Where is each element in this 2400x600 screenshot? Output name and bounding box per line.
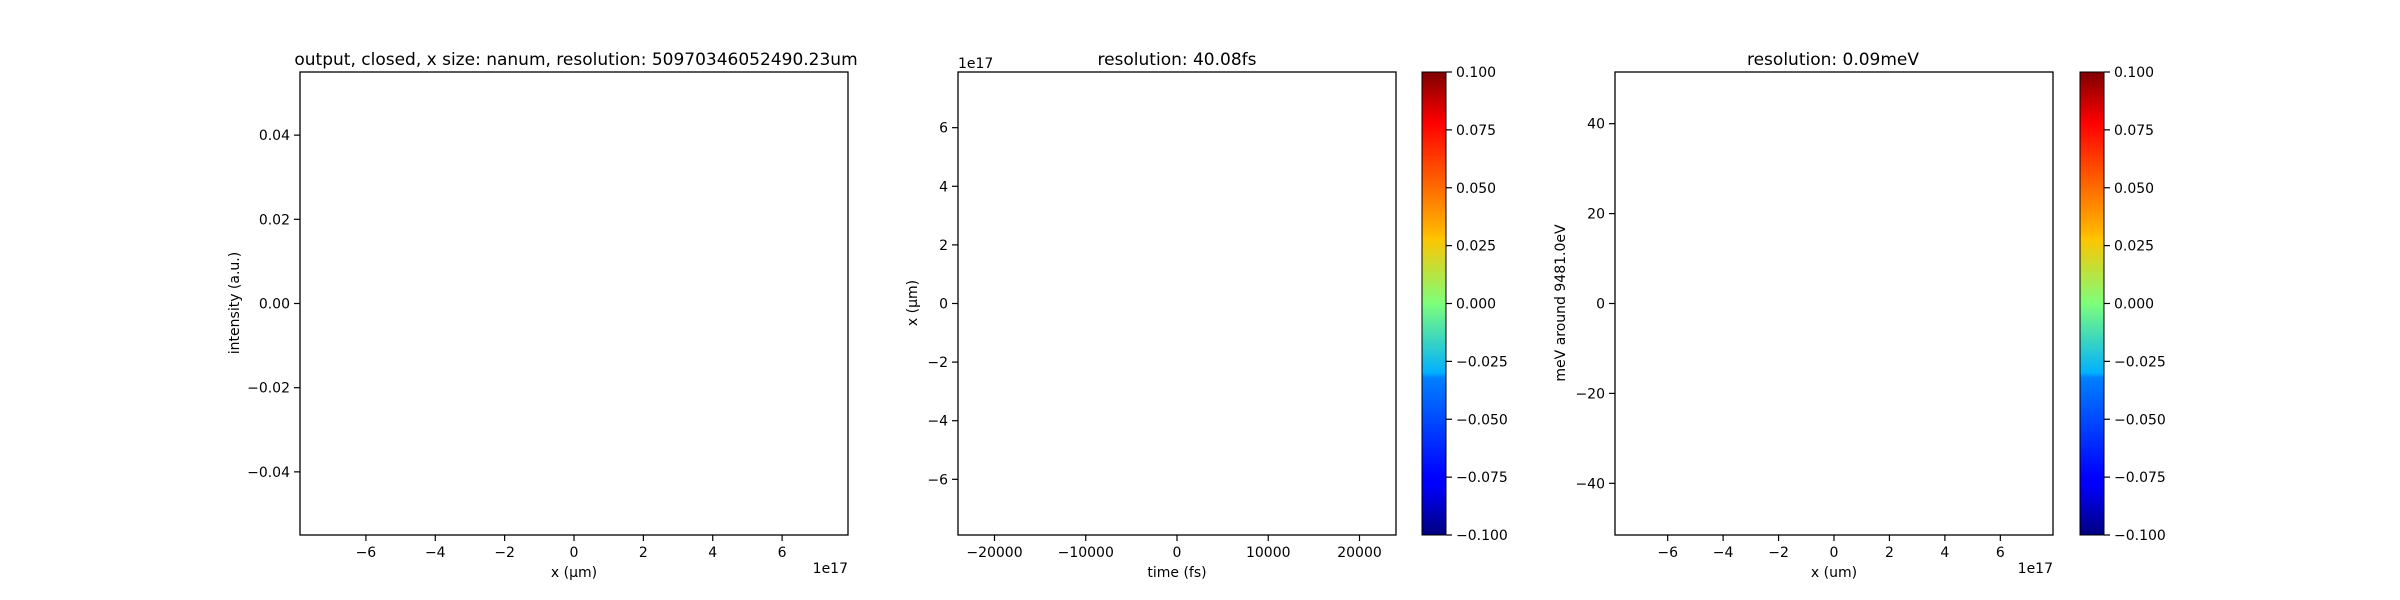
x-tick-label: 0: [570, 545, 579, 561]
x-tick-label: 10000: [1246, 545, 1291, 561]
y-tick-label: −0.02: [247, 381, 290, 397]
panel-2-y-axis-label: x (μm): [905, 280, 921, 326]
panel-1-y-ticks: −0.04 −0.02 0.00 0.02 0.04: [247, 128, 300, 481]
y-tick-label: 20: [1587, 207, 1605, 223]
x-tick-label: 0: [1173, 545, 1182, 561]
colorbar-tick-label: −0.050: [2114, 412, 2166, 428]
panel-3-colorbar: −0.100 −0.075 −0.050 −0.025 0.000 0.025 0.050 0…: [2079, 65, 2166, 544]
panel-3-colorbar-ticks: −0.100 −0.075 −0.050 −0.025 0.000 0.025 0.050 0…: [2104, 65, 2166, 544]
panel-3-x-axis-label: x (um): [1811, 565, 1857, 581]
y-tick-label: −6: [927, 472, 948, 488]
y-tick-label: −4: [927, 414, 948, 430]
panel-2-y-ticks: −6 −4 −2 0 2 4 6: [927, 121, 958, 488]
panel-2-colorbar-ticks: −0.100 −0.075 −0.050 −0.025 0.000 0.025 0.050 0…: [1446, 65, 1508, 544]
panel-time-x: resolution: 40.08fs −20000 −10000 0 10000 20…: [905, 50, 1508, 581]
colorbar-tick-label: 0.100: [2114, 65, 2154, 81]
panel-2-title: resolution: 40.08fs: [1097, 50, 1256, 70]
panel-3-y-axis-label: meV around 9481.0eV: [1553, 224, 1569, 382]
colorbar-tick-label: 0.025: [1456, 239, 1496, 255]
panel-1-y-axis-label: intensity (a.u.): [227, 252, 243, 354]
x-tick-label: 0: [1830, 545, 1839, 561]
panel-1-x-axis-label: x (μm): [551, 565, 597, 581]
y-tick-label: 40: [1587, 117, 1605, 133]
x-tick-label: −6: [1657, 545, 1678, 561]
panel-2-plot-area: [957, 71, 1397, 536]
x-tick-label: 6: [778, 545, 787, 561]
panel-2-colorbar-gradient: [1421, 71, 1447, 536]
panel-2-x-ticks: −20000 −10000 0 10000 20000: [966, 535, 1382, 561]
y-tick-label: 0.00: [259, 297, 290, 313]
panel-2-x-axis-label: time (fs): [1147, 565, 1206, 581]
y-tick-label: −20: [1575, 386, 1605, 402]
colorbar-tick-label: 0.075: [1456, 123, 1496, 139]
y-tick-label: −40: [1575, 476, 1605, 492]
x-tick-label: −2: [494, 545, 515, 561]
colorbar-tick-label: −0.100: [2114, 528, 2166, 544]
x-tick-label: −4: [1713, 545, 1734, 561]
colorbar-tick-label: −0.100: [1456, 528, 1508, 544]
x-tick-label: −20000: [966, 545, 1022, 561]
x-tick-label: 2: [1885, 545, 1894, 561]
panel-3-plot-area: [1614, 71, 2054, 536]
panel-3-y-ticks: −40 −20 0 20 40: [1575, 117, 1615, 492]
colorbar-tick-label: −0.025: [2114, 354, 2166, 370]
panel-3-x-offset: 1e17: [2018, 561, 2053, 577]
x-tick-label: 6: [1996, 545, 2005, 561]
y-tick-label: 2: [939, 238, 948, 254]
x-tick-label: −10000: [1058, 545, 1114, 561]
colorbar-tick-label: 0.075: [2114, 123, 2154, 139]
x-tick-label: −4: [425, 545, 446, 561]
colorbar-tick-label: −0.075: [1456, 470, 1508, 486]
panel-1-plot-area: [299, 71, 849, 536]
y-tick-label: 0.04: [259, 128, 290, 144]
panel-intensity: output, closed, x size: nanum, resolutio…: [227, 50, 858, 581]
colorbar-tick-label: −0.075: [2114, 470, 2166, 486]
y-tick-label: 0: [1596, 297, 1605, 313]
panel-1-title: output, closed, x size: nanum, resolutio…: [294, 50, 857, 70]
y-tick-label: 4: [939, 179, 948, 195]
x-tick-label: 20000: [1337, 545, 1382, 561]
panel-2-y-offset: 1e17: [958, 56, 993, 72]
panel-3-title: resolution: 0.09meV: [1747, 50, 1919, 70]
colorbar-tick-label: 0.050: [2114, 181, 2154, 197]
x-tick-label: 4: [1940, 545, 1949, 561]
colorbar-tick-label: −0.025: [1456, 354, 1508, 370]
y-tick-label: 0.02: [259, 212, 290, 228]
colorbar-tick-label: −0.050: [1456, 412, 1508, 428]
colorbar-tick-label: 0.100: [1456, 65, 1496, 81]
panel-2-colorbar: −0.100 −0.075 −0.050 −0.025 0.000 0.025 0.050 0…: [1421, 65, 1508, 544]
colorbar-tick-label: 0.025: [2114, 239, 2154, 255]
x-tick-label: −6: [356, 545, 377, 561]
x-tick-label: 2: [639, 545, 648, 561]
y-tick-label: −2: [927, 355, 948, 371]
x-tick-label: −2: [1768, 545, 1789, 561]
panel-3-x-ticks: −6 −4 −2 0 2 4 6: [1657, 535, 2005, 561]
x-tick-label: 4: [708, 545, 717, 561]
y-tick-label: 0: [939, 297, 948, 313]
y-tick-label: −0.04: [247, 465, 290, 481]
y-tick-label: 6: [939, 121, 948, 137]
colorbar-tick-label: 0.050: [1456, 181, 1496, 197]
panel-1-x-offset: 1e17: [813, 561, 848, 577]
colorbar-tick-label: 0.000: [2114, 297, 2154, 313]
panel-x-energy: resolution: 0.09meV −6 −4 −2 0 2 4 6 −40−20020…: [1553, 50, 2166, 581]
colorbar-tick-label: 0.000: [1456, 297, 1496, 313]
panel-1-x-ticks: −6 −4 −2 0 2 4 6: [356, 535, 787, 561]
panel-3-colorbar-gradient: [2079, 71, 2105, 536]
